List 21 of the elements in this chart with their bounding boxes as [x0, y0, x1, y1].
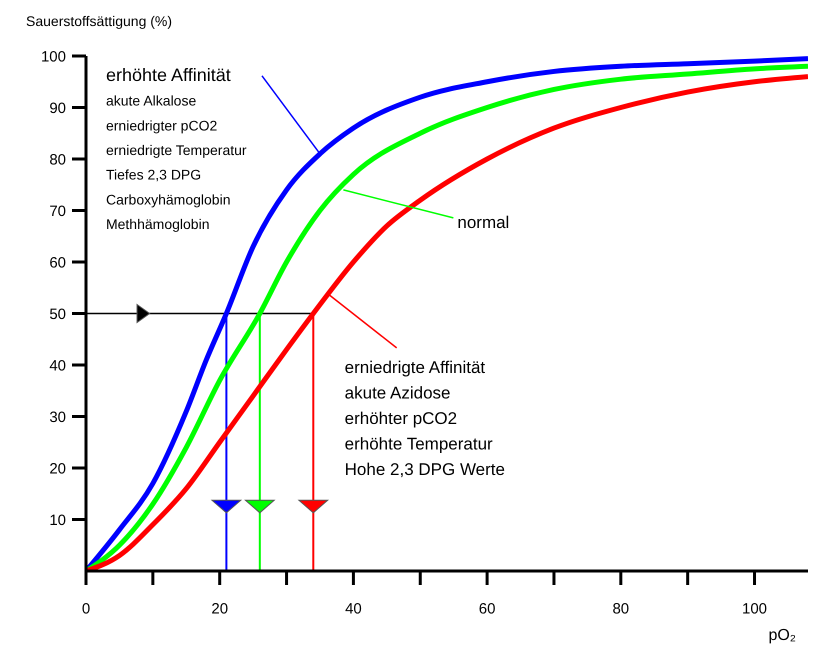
x-tick-label: 20 [211, 600, 228, 618]
y-tick-label: 40 [49, 357, 66, 374]
annotation: erniedrigte Affinität akute Azidose erhöhter pCO2 erhöhte Temperatur Hohe 2,3 DPG Werte [344, 358, 505, 479]
annotation: erhöhte Affinität akute Alkalose erniedrigter pCO2 erniedrigte Temperatur Tiefes 2,3 DPG Carboxyhämoglobin Methhämoglobin [106, 64, 247, 232]
y-tick-label: 90 [49, 100, 66, 117]
x-tick-label: 80 [612, 600, 630, 618]
y-axis-title: Sauerstoffsättigung (%) [26, 13, 172, 29]
y-tick-label: 20 [49, 460, 66, 478]
x-axis-title: pO₂ [768, 627, 796, 644]
x-tick-label: 100 [742, 600, 768, 618]
y-tick-label: 60 [49, 254, 66, 272]
x-tick-label: 60 [478, 600, 496, 618]
y-tick-label: 100 [40, 48, 66, 66]
y-tick-label: 70 [49, 202, 66, 220]
x-tick-label: 0 [82, 600, 90, 618]
y-tick-label: 80 [49, 151, 66, 168]
y-tick-label: 10 [49, 512, 66, 529]
x-tick-label: 40 [345, 600, 362, 618]
y-tick-label: 50 [49, 306, 66, 323]
annotation: normal [457, 212, 510, 232]
y-tick-label: 30 [49, 408, 66, 426]
